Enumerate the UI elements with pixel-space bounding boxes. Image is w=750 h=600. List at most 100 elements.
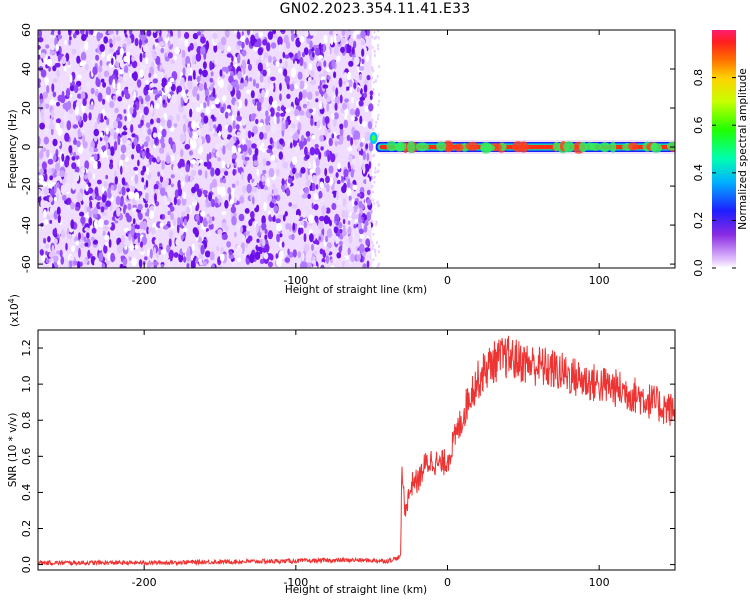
noise-speck <box>298 155 304 160</box>
noise-speck <box>134 174 139 184</box>
noise-speck <box>163 112 168 121</box>
noise-speck <box>210 104 215 110</box>
noise-speck <box>51 83 55 93</box>
noise-speck <box>151 61 155 68</box>
noise-speck <box>185 118 189 124</box>
noise-speck <box>200 112 205 118</box>
noise-speck <box>145 192 149 202</box>
noise-speck <box>209 127 213 132</box>
noise-speck <box>131 60 138 69</box>
noise-speck <box>38 45 41 50</box>
noise-speck <box>244 208 250 214</box>
noise-speck <box>179 170 184 177</box>
noise-speck <box>312 160 316 170</box>
noise-speck <box>182 227 188 232</box>
noise-speck <box>260 55 264 61</box>
noise-speck <box>240 171 244 181</box>
noise-speck <box>86 206 91 213</box>
noise-speck <box>173 196 177 206</box>
noise-speck <box>270 209 275 218</box>
noise-speck <box>73 84 79 94</box>
noise-speck <box>329 30 334 36</box>
noise-speck <box>152 52 157 60</box>
noise-speck <box>164 56 170 62</box>
noise-speck <box>300 167 306 174</box>
noise-speck <box>163 195 168 205</box>
noise-speck <box>140 64 147 71</box>
noise-speck <box>263 51 269 59</box>
noise-speck <box>299 110 305 116</box>
noise-speck <box>81 178 85 186</box>
noise-speck <box>243 79 248 88</box>
noise-speck <box>124 156 129 163</box>
noise-speck <box>50 43 55 51</box>
noise-speck <box>325 183 330 193</box>
noise-speck <box>128 191 132 200</box>
noise-speck <box>192 32 199 40</box>
noise-speck <box>327 75 331 80</box>
noise-speck <box>174 47 180 55</box>
noise-speck <box>221 222 227 229</box>
noise-speck <box>318 190 323 200</box>
noise-speck <box>371 246 374 250</box>
noise-speck <box>266 42 271 52</box>
noise-speck <box>244 98 248 107</box>
noise-speck <box>86 82 91 89</box>
noise-speck <box>167 40 171 48</box>
noise-speck <box>261 62 267 69</box>
noise-speck <box>53 153 57 162</box>
noise-speck <box>123 206 126 215</box>
noise-speck <box>325 207 331 214</box>
noise-speck <box>84 227 90 232</box>
noise-speck <box>98 252 102 262</box>
noise-speck <box>120 165 123 175</box>
noise-speck <box>281 122 286 132</box>
noise-speck <box>275 60 280 68</box>
band-bulge <box>512 141 525 153</box>
noise-speck <box>93 128 100 137</box>
noise-speck <box>98 218 104 228</box>
noise-speck <box>83 258 88 265</box>
noise-speck <box>60 83 64 90</box>
noise-speck <box>241 138 245 144</box>
noise-speck <box>49 50 56 55</box>
noise-speck <box>110 128 115 137</box>
noise-speck <box>282 161 289 169</box>
noise-speck <box>94 186 99 196</box>
noise-speck <box>261 89 266 98</box>
noise-speck <box>349 86 353 94</box>
noise-speck <box>321 257 326 264</box>
noise-speck <box>298 140 304 150</box>
noise-speck <box>139 181 144 192</box>
noise-speck <box>140 247 144 253</box>
noise-speck <box>49 219 53 224</box>
noise-speck <box>322 70 328 77</box>
noise-speck <box>333 45 340 56</box>
noise-speck <box>142 126 148 135</box>
noise-speck <box>39 249 45 256</box>
noise-speck <box>203 115 209 124</box>
noise-speck <box>38 136 41 146</box>
noise-speck <box>94 122 98 130</box>
noise-speck <box>279 82 282 91</box>
noise-speck <box>378 244 380 249</box>
noise-speck <box>183 96 188 104</box>
noise-speck <box>190 97 196 103</box>
noise-speck <box>339 134 344 143</box>
noise-speck <box>105 86 112 96</box>
noise-speck <box>360 30 366 39</box>
noise-speck <box>203 81 207 91</box>
noise-speck <box>313 261 317 267</box>
noise-speck <box>330 113 335 120</box>
colorbar-ticks: 0.0 0.2 0.4 0.6 0.8 <box>692 69 736 277</box>
noise-speck <box>248 63 252 71</box>
noise-speck <box>191 186 196 194</box>
noise-speck <box>213 43 218 53</box>
noise-speck <box>364 131 370 142</box>
noise-speck <box>343 168 349 178</box>
noise-speck <box>297 251 302 259</box>
noise-speck <box>246 226 251 232</box>
noise-speck <box>347 161 351 169</box>
noise-speck <box>358 146 362 151</box>
